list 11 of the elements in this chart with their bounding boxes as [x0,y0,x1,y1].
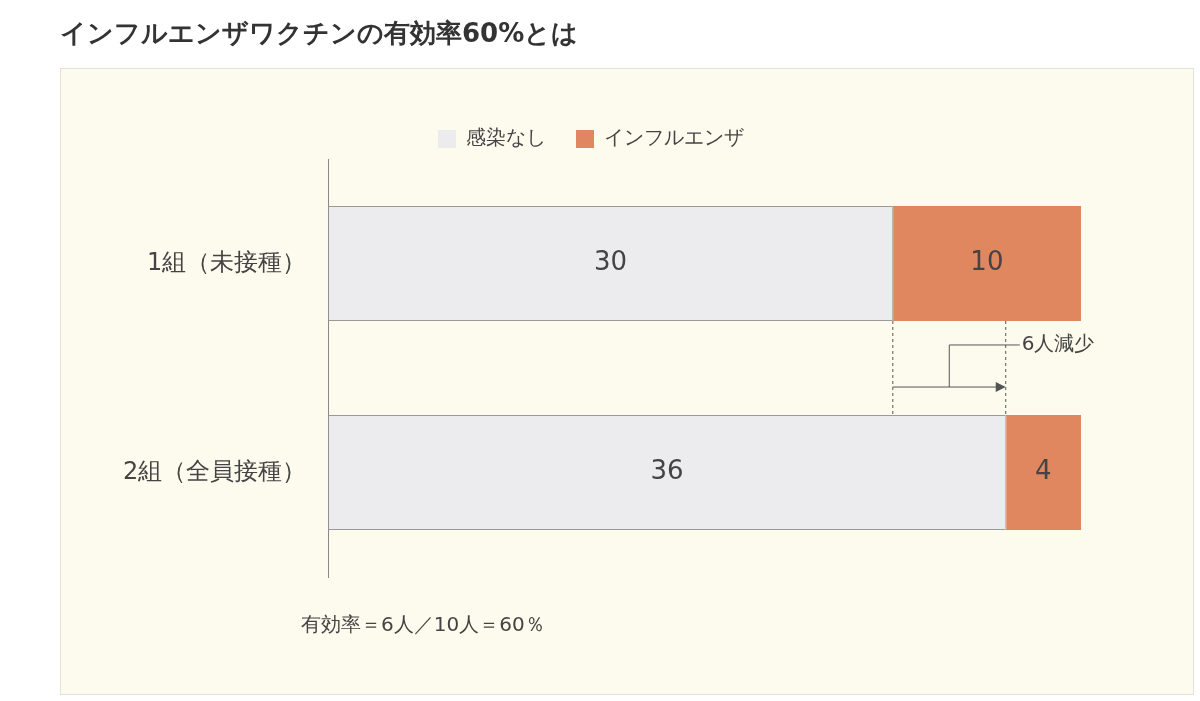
y-tick-label: 2組（全員接種） [122,456,307,485]
data-label: 36 [650,455,684,486]
y-tick-label: 1組（未接種） [146,247,307,276]
text: 有効率＝6人／10人＝60％ [301,612,545,637]
chart-title: インフルエンザワクチンの有効率60%とは [60,17,579,50]
data-label: 4 [1035,455,1052,486]
legend-label: 感染なし [466,125,546,150]
data-label: 10 [970,246,1004,277]
legend-label: インフルエンザ [604,125,744,150]
annotation: 6人減少 [1021,331,1095,356]
data-label: 30 [594,246,628,277]
